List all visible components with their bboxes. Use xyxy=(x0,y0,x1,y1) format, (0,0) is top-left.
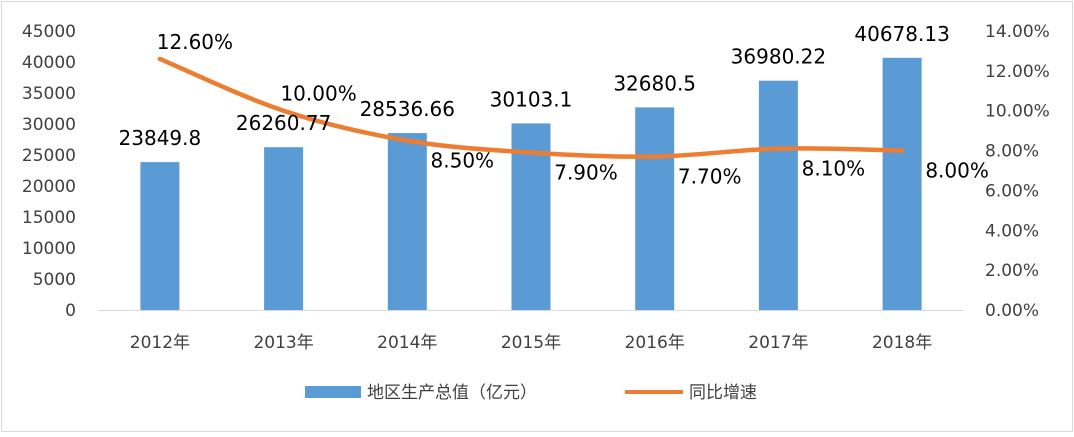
y-left-tick-label: 0 xyxy=(65,301,76,321)
y-right-tick-label: 8.00% xyxy=(985,142,1039,162)
y-left-tick-label: 10000 xyxy=(22,239,76,259)
x-tick-label: 2016年 xyxy=(625,333,685,353)
bar-1 xyxy=(264,147,304,310)
bar-5 xyxy=(758,80,798,310)
growth-value-label: 8.10% xyxy=(802,157,866,181)
legend-swatch-gdp xyxy=(305,386,361,398)
growth-value-label: 12.60% xyxy=(157,30,233,54)
bar-value-label: 36980.22 xyxy=(731,45,826,69)
x-tick-label: 2012年 xyxy=(130,333,190,353)
axes: 0 5000 10000 15000 20000 25000 30000 35000 40000… xyxy=(22,22,1050,353)
legend: 地区生产总值（亿元） 同比增速 xyxy=(305,383,757,403)
y-left-tick-label: 20000 xyxy=(22,177,76,197)
bar-value-label: 40678.13 xyxy=(854,22,949,46)
y-right-tick-label: 14.00% xyxy=(985,22,1050,42)
bar-value-label: 32680.5 xyxy=(613,71,696,95)
y-right-tick-label: 0.00% xyxy=(985,301,1039,321)
y-left-tick-label: 35000 xyxy=(22,84,76,104)
x-tick-label: 2014年 xyxy=(377,333,437,353)
growth-line xyxy=(157,56,905,159)
y-left-tick-label: 5000 xyxy=(33,270,76,290)
data-labels: 23849.8 26260.77 28536.66 30103.1 32680.5 369… xyxy=(119,22,989,189)
bar-2 xyxy=(387,133,427,310)
y-left-tick-label: 40000 xyxy=(22,53,76,73)
bar-6 xyxy=(882,57,922,310)
legend-label-gdp: 地区生产总值（亿元） xyxy=(367,383,537,403)
bar-value-label: 30103.1 xyxy=(490,87,573,111)
bar-value-label: 28536.66 xyxy=(360,97,455,121)
bar-value-label: 23849.8 xyxy=(119,126,202,150)
legend-label-growth: 同比增速 xyxy=(689,383,757,403)
y-right-tick-label: 4.00% xyxy=(985,221,1039,241)
y-left-tick-label: 45000 xyxy=(22,22,76,42)
y-right-tick-label: 12.00% xyxy=(985,62,1050,82)
y-right-tick-label: 6.00% xyxy=(985,181,1039,201)
bar-4 xyxy=(635,107,675,311)
x-tick-label: 2018年 xyxy=(872,333,932,353)
y-left-tick-label: 15000 xyxy=(22,208,76,228)
bar-0 xyxy=(140,162,180,310)
growth-value-label: 7.70% xyxy=(678,165,742,189)
growth-value-label: 8.00% xyxy=(925,159,989,183)
y-right-tick-label: 2.00% xyxy=(985,261,1039,281)
x-tick-label: 2013年 xyxy=(253,333,313,353)
y-left-tick-label: 25000 xyxy=(22,146,76,166)
growth-value-label: 7.90% xyxy=(554,161,618,185)
bar-value-label: 26260.77 xyxy=(236,111,331,135)
growth-value-label: 8.50% xyxy=(431,149,495,173)
x-tick-label: 2015年 xyxy=(501,333,561,353)
y-right-tick-label: 10.00% xyxy=(985,102,1050,122)
x-tick-label: 2017年 xyxy=(748,333,808,353)
line-series xyxy=(157,56,905,159)
bar-series xyxy=(140,57,922,311)
growth-value-label: 10.00% xyxy=(280,82,356,106)
y-left-tick-label: 30000 xyxy=(22,115,76,135)
